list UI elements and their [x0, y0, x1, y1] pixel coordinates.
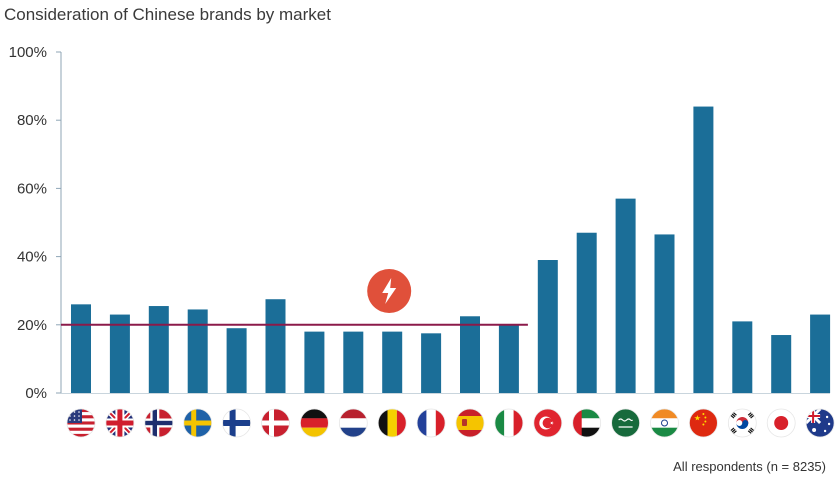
belgium-flag-icon — [377, 408, 407, 438]
italy-flag-icon — [494, 408, 524, 438]
y-tick-label: 40% — [17, 249, 47, 266]
bar-spain — [460, 316, 480, 393]
france-flag-icon — [416, 408, 446, 438]
bar-sweden — [187, 309, 208, 393]
bar-south-korea — [732, 321, 753, 393]
bar-china — [693, 106, 714, 393]
bar-us — [71, 304, 91, 393]
bar-norway — [148, 306, 169, 393]
bar-turkey — [537, 260, 558, 393]
saudi-arabia-flag-icon — [611, 408, 640, 438]
bar-denmark — [265, 299, 286, 393]
us-flag-icon — [66, 408, 96, 438]
bar-saudi-arabia — [615, 198, 636, 393]
uae-flag-icon — [572, 408, 602, 438]
south-korea-flag-icon — [727, 408, 757, 438]
y-tick-label: 100% — [9, 44, 47, 61]
norway-flag-icon — [144, 408, 174, 438]
bar-japan — [771, 335, 792, 393]
sweden-flag-icon — [183, 408, 213, 438]
bar-germany — [304, 331, 325, 393]
chart-footnote: All respondents (n = 8235) — [673, 459, 826, 474]
bar-france — [421, 333, 442, 393]
lightning-icon — [367, 269, 412, 313]
china-flag-icon — [689, 408, 718, 438]
y-tick-label: 60% — [17, 180, 47, 197]
australia-flag-icon — [805, 408, 835, 438]
india-flag-icon — [650, 408, 679, 438]
uk-flag-icon — [105, 408, 135, 438]
turkey-flag-icon — [533, 408, 563, 438]
germany-flag-icon — [299, 408, 329, 438]
bar-uk — [109, 314, 130, 393]
netherlands-flag-icon — [338, 408, 368, 438]
y-tick-label: 80% — [17, 112, 47, 129]
bar-uae — [576, 232, 597, 393]
denmark-flag-icon — [261, 408, 290, 438]
bar-belgium — [382, 331, 403, 393]
bar-finland — [226, 328, 247, 393]
y-tick-label: 0% — [25, 385, 47, 402]
chart-title: Consideration of Chinese brands by marke… — [4, 5, 331, 24]
bar-india — [654, 234, 675, 393]
bar-italy — [498, 324, 519, 393]
bar-australia — [810, 314, 831, 393]
y-tick-label: 20% — [17, 317, 47, 334]
japan-flag-icon — [766, 408, 796, 438]
finland-flag-icon — [222, 408, 252, 438]
bar-netherlands — [343, 331, 364, 393]
spain-flag-icon — [455, 408, 485, 438]
